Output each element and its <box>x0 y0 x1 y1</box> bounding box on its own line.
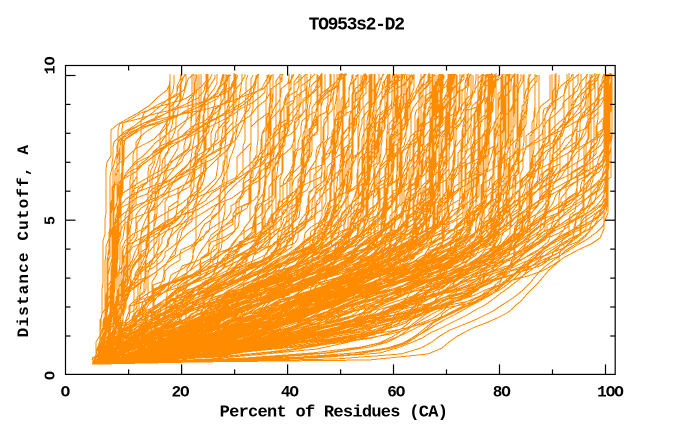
svg-text:2O: 2O <box>171 383 190 401</box>
svg-text:1OO: 1OO <box>597 383 624 401</box>
svg-text:5: 5 <box>43 216 60 225</box>
svg-text:1O: 1O <box>43 56 60 74</box>
svg-text:4O: 4O <box>281 383 300 401</box>
svg-text:Distance Cutoff, A: Distance Cutoff, A <box>15 144 33 338</box>
svg-text:TO953s2-D2: TO953s2-D2 <box>309 16 405 36</box>
svg-text:O: O <box>61 383 71 401</box>
svg-text:8O: 8O <box>493 383 512 401</box>
svg-text:6O: 6O <box>387 383 406 401</box>
svg-text:O: O <box>43 371 60 380</box>
svg-text:Percent of Residues (CA): Percent of Residues (CA) <box>220 404 448 423</box>
